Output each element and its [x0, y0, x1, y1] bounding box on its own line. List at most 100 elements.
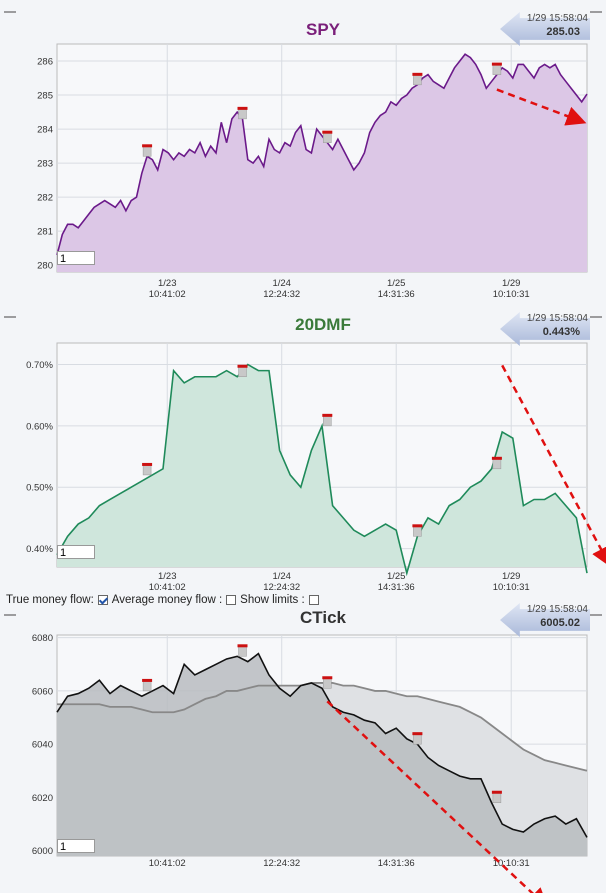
y-tick-label: 0.50%: [26, 483, 53, 494]
session-marker: [413, 733, 422, 745]
session-marker: [413, 74, 422, 86]
x-tick-time: 10:41:02: [149, 582, 186, 590]
chart-title: CTick: [300, 608, 347, 627]
y-tick-label: 280: [37, 261, 53, 272]
trend-arrow: [326, 700, 549, 893]
ctick-chart-panel: CTick600060206040606060801/2310:41:021/2…: [0, 603, 606, 893]
session-marker-cap: [491, 62, 502, 66]
session-marker: [142, 146, 152, 157]
session-marker: [142, 680, 152, 692]
dmf-flag-time: 1/29 15:58:04: [526, 313, 588, 324]
session-marker: [492, 64, 502, 75]
x-tick-date: 1/29: [502, 571, 521, 582]
dmf-line: [56, 363, 588, 577]
session-marker-cap: [237, 364, 248, 368]
show-limits-label: Show limits :: [240, 594, 305, 606]
session-marker-cap: [412, 732, 423, 736]
true-money-flow-label[interactable]: True money flow:: [6, 594, 94, 606]
ctick-flag-time: 1/29 15:58:04: [526, 604, 588, 615]
y-tick-label: 6000: [32, 846, 53, 857]
x-tick-time: 14:31:36: [378, 582, 415, 590]
average-money-flow-checkbox[interactable]: [97, 595, 108, 605]
y-tick-label: 6040: [32, 740, 53, 751]
x-tick-time: 10:10:31: [493, 582, 530, 590]
y-tick-label: 0.70%: [26, 360, 53, 371]
x-tick-time: 14:31:36: [378, 289, 415, 300]
ctick-price-line: [56, 652, 588, 838]
session-marker: [238, 366, 247, 378]
session-marker: [323, 678, 332, 689]
x-tick-time: 14:31:36: [378, 858, 415, 869]
y-tick-label: 282: [37, 193, 53, 204]
session-marker: [323, 132, 332, 143]
spy-flag-value: 285.03: [546, 26, 580, 38]
ctick-price-area: [57, 653, 587, 856]
y-tick-label: 6080: [32, 633, 53, 644]
x-tick-time: 12:24:32: [263, 289, 300, 300]
chart-title: 20DMF: [295, 315, 351, 334]
y-tick-label: 0.60%: [26, 421, 53, 432]
x-tick-date: 1/23: [158, 278, 177, 289]
session-marker: [492, 792, 502, 803]
show-limits-checkbox-1[interactable]: [226, 595, 237, 605]
x-tick-time: 10:41:02: [149, 289, 186, 300]
y-tick-label: 283: [37, 159, 53, 170]
x-tick-date: 1/25: [387, 278, 406, 289]
session-marker: [413, 526, 422, 537]
spy-flag-time: 1/29 15:58:04: [526, 13, 588, 24]
session-marker: [142, 464, 152, 476]
x-tick-date: 1/24: [272, 571, 291, 582]
dmf-last-value-flag: 1/29 15:58:04 0.443%: [500, 312, 590, 346]
spy-input-field[interactable]: 1: [57, 251, 95, 265]
session-marker: [238, 108, 247, 120]
session-marker-cap: [142, 462, 153, 466]
chart-title: SPY: [306, 20, 341, 39]
dmf-flag-value: 0.443%: [542, 326, 580, 338]
ctick-last-value-flag: 1/29 15:58:04 6005.02: [500, 603, 590, 637]
y-tick-label: 6020: [32, 793, 53, 804]
x-tick-time: 10:10:31: [493, 858, 530, 869]
dmf-area: [57, 364, 587, 574]
y-tick-label: 286: [37, 57, 53, 68]
session-marker-cap: [322, 130, 333, 134]
y-tick-label: 281: [37, 227, 53, 238]
x-tick-time: 12:24:32: [263, 582, 300, 590]
dmf-chart-panel: 20DMF 0.40% 0.50% 0.60% 0.70% 1/23 10:41:02 1/2…: [0, 305, 606, 590]
ctick-flag-value: 6005.02: [540, 617, 580, 629]
x-tick-date: 1/24: [272, 278, 291, 289]
y-tick-label: 6060: [32, 686, 53, 697]
ctick-chart: CTick600060206040606060801/2310:41:021/2…: [4, 608, 602, 893]
spy-last-value-flag: 1/29 15:58:04 285.03: [500, 12, 590, 46]
spy-area: [57, 54, 587, 272]
ctick-average-line: [57, 682, 588, 772]
session-marker-cap: [412, 72, 423, 76]
session-marker: [238, 646, 247, 657]
session-marker-cap: [237, 106, 248, 110]
session-marker-cap: [142, 678, 153, 682]
session-marker-cap: [142, 144, 153, 148]
session-marker-cap: [491, 456, 502, 460]
session-marker-cap: [412, 524, 423, 528]
session-marker: [492, 458, 502, 470]
dmf-input-field[interactable]: 1: [57, 545, 95, 559]
x-tick-time: 10:41:02: [149, 858, 186, 869]
x-tick-date: 1/23: [158, 571, 177, 582]
trend-arrow: [496, 88, 587, 126]
x-tick-date: 1/25: [387, 571, 406, 582]
x-tick-time: 10:10:31: [493, 289, 530, 300]
x-tick-date: 1/29: [502, 278, 521, 289]
session-marker-cap: [491, 790, 502, 794]
x-tick-time: 12:24:32: [263, 858, 300, 869]
session-marker-cap: [237, 644, 248, 648]
session-marker: [323, 415, 332, 427]
show-limits-checkbox-2[interactable]: [308, 595, 319, 605]
ctick-input-field[interactable]: 1: [57, 839, 95, 853]
y-tick-label: 0.40%: [26, 544, 53, 555]
spy-chart-panel: SPY 280 281 282 283 284 285 286 1/23 10:41:02 1/24…: [0, 0, 606, 305]
y-tick-label: 285: [37, 91, 53, 102]
session-marker-cap: [322, 676, 333, 680]
session-marker-cap: [322, 413, 333, 417]
y-tick-label: 284: [37, 125, 53, 136]
